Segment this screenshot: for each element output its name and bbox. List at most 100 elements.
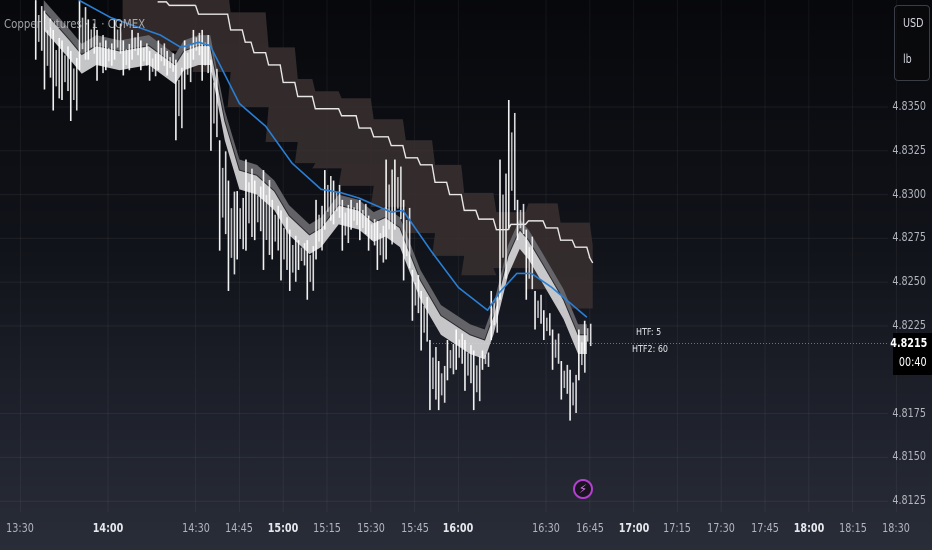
htf-step-line xyxy=(157,1,594,264)
price-bar xyxy=(470,345,472,384)
price-bar xyxy=(265,195,268,240)
price-bar xyxy=(379,233,382,256)
time-tick-label: 15:00 xyxy=(267,521,299,535)
price-bar xyxy=(113,19,116,60)
price-bar xyxy=(578,329,580,381)
price-bar xyxy=(81,17,84,50)
indicator-lines xyxy=(78,0,888,345)
price-bar xyxy=(581,342,583,366)
price-bar xyxy=(69,50,72,122)
price-bar xyxy=(490,290,493,341)
price-bar xyxy=(464,340,466,391)
price-bar xyxy=(344,212,347,236)
price-bar xyxy=(534,290,536,330)
price-bar xyxy=(146,43,148,66)
price-bar xyxy=(195,37,198,51)
price-bar xyxy=(198,32,201,56)
price-bar xyxy=(122,40,125,76)
price-bar xyxy=(382,225,385,263)
price-bar xyxy=(143,47,145,62)
price-bar xyxy=(116,29,119,48)
price-bar xyxy=(405,220,408,257)
price-bar xyxy=(353,207,355,221)
time-tick-label: 15:15 xyxy=(313,521,341,535)
price-tick-label: 4.8300 xyxy=(892,186,926,201)
htf-cloud xyxy=(119,0,593,309)
time-tick-label: 14:00 xyxy=(92,521,124,535)
price-bar xyxy=(510,132,513,191)
price-bar xyxy=(67,46,69,92)
price-bar xyxy=(472,350,475,411)
price-bar xyxy=(584,334,586,373)
price-bar xyxy=(435,347,437,400)
price-bar xyxy=(376,220,379,270)
price-bar xyxy=(72,68,75,100)
price-bar xyxy=(227,180,230,291)
price-bar xyxy=(192,29,195,60)
price-bar xyxy=(359,199,361,241)
price-tick-label: 4.8250 xyxy=(892,274,926,289)
price-bar xyxy=(221,167,224,218)
price-bar xyxy=(496,295,499,333)
time-tick-label: 14:45 xyxy=(225,521,254,535)
price-bar xyxy=(388,184,390,230)
price-bar xyxy=(154,53,157,77)
price-bar xyxy=(429,340,431,411)
price-bar xyxy=(288,229,291,291)
price-bar xyxy=(566,364,569,394)
price-bar xyxy=(446,340,449,381)
price-tick-label: 4.8350 xyxy=(892,99,926,113)
symbol-title[interactable]: Copper Futures · 1 · COMEX xyxy=(4,17,146,31)
price-bar xyxy=(148,50,151,81)
price-bar xyxy=(175,59,177,141)
price-bar xyxy=(362,209,364,229)
price-bar xyxy=(224,151,227,235)
price-bar xyxy=(236,191,238,260)
price-bar xyxy=(394,159,396,230)
price-bar xyxy=(55,50,58,87)
price-bar xyxy=(449,350,452,369)
price-bar xyxy=(49,18,52,78)
price-bar xyxy=(324,170,326,230)
price-bar xyxy=(551,329,554,370)
price-bar xyxy=(516,199,519,241)
price-bar xyxy=(525,229,528,300)
price-bar xyxy=(283,227,285,260)
price-bar xyxy=(157,40,160,71)
time-tick-label: 14:30 xyxy=(181,521,210,535)
price-bar xyxy=(207,34,209,74)
price-bar xyxy=(172,53,174,72)
price-bar xyxy=(280,210,282,281)
price-bar xyxy=(87,19,90,60)
price-bar xyxy=(478,356,481,402)
price-tick-label: 4.8325 xyxy=(892,142,926,157)
price-bar xyxy=(321,205,323,251)
price-bar xyxy=(437,361,440,411)
price-bar xyxy=(475,365,478,393)
price-bar xyxy=(356,202,358,226)
price-bar xyxy=(537,300,539,318)
time-tick-label: 13:30 xyxy=(6,521,35,535)
price-bar xyxy=(347,204,350,244)
price-bar xyxy=(546,317,548,332)
htf2-label: HTF2: 60 xyxy=(632,344,669,355)
price-bar xyxy=(178,79,180,117)
price-bar xyxy=(572,382,574,406)
price-bar xyxy=(461,333,463,364)
price-bar xyxy=(78,0,81,71)
price-bar xyxy=(373,219,376,246)
time-tick-label: 17:30 xyxy=(707,521,736,535)
price-bar xyxy=(414,282,417,306)
price-bar xyxy=(108,47,110,62)
price-bar xyxy=(549,313,551,336)
price-bar xyxy=(204,42,206,66)
price-bar xyxy=(569,369,571,421)
price-bar xyxy=(230,208,233,258)
lightning-icon[interactable]: ⚡︎ xyxy=(573,479,593,499)
price-bar xyxy=(487,352,490,367)
currency-unit-selector[interactable]: USD lb xyxy=(894,5,930,81)
price-bar xyxy=(259,186,262,232)
price-bar xyxy=(300,247,303,262)
price-bar xyxy=(166,50,168,76)
